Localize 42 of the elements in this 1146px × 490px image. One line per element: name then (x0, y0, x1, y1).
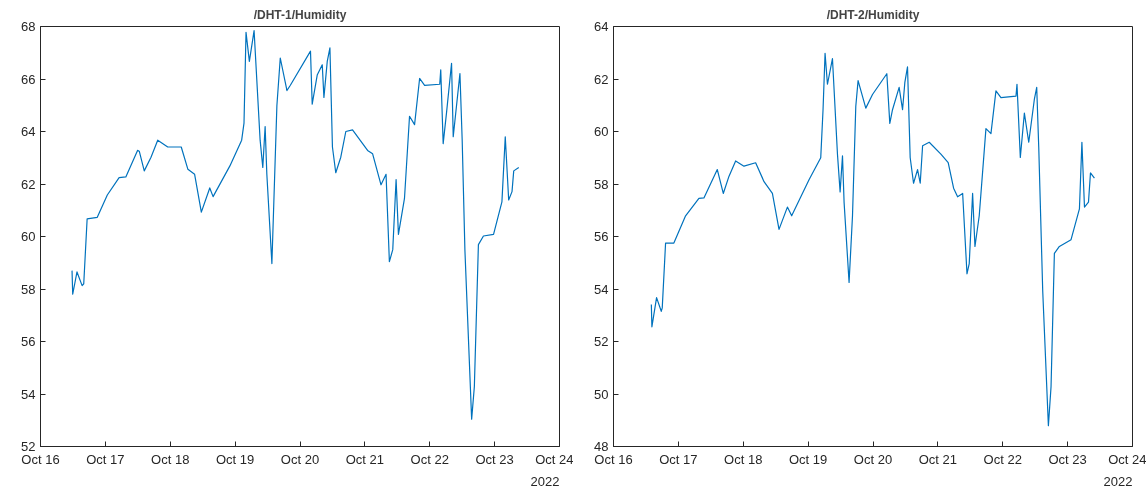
x-tick-label: Oct 24 (1108, 451, 1146, 467)
x-tick-label: Oct 20 (853, 451, 893, 467)
y-tick-label: 50 (594, 386, 609, 402)
x-tick-label: Oct 23 (475, 451, 514, 467)
chart-title: /DHT-2/Humidity (826, 7, 920, 22)
y-tick-label: 54 (21, 386, 36, 402)
y-tick-label: 52 (21, 439, 36, 454)
x-tick-label: Oct 16 (594, 451, 633, 467)
text: 2022 (530, 473, 560, 489)
x-tick-label: Oct 18 (724, 451, 763, 467)
x-tick-label: Oct 22 (410, 451, 449, 467)
y-tick-label: 52 (594, 334, 609, 349)
chart-title: /DHT-1/Humidity (253, 7, 347, 22)
x-tick-label: Oct 23 (1048, 451, 1087, 467)
x-tick-label: Oct 19 (788, 451, 828, 467)
x-tick-label: Oct 21 (918, 451, 958, 467)
y-tick-label: 58 (594, 176, 609, 192)
y-tick-label: 64 (594, 19, 609, 34)
x-tick-label: Oct 18 (151, 451, 190, 467)
x-tick-label: Oct 17 (659, 451, 698, 467)
x-tick-label: Oct 24 (535, 451, 574, 467)
y-tick-label: 66 (21, 71, 36, 87)
y-tick-label: 62 (21, 176, 36, 192)
y-tick-label: 56 (594, 229, 609, 244)
y-tick-label: 68 (21, 19, 36, 34)
x-tick-label: Oct 16 (21, 451, 60, 467)
x-tick-label: Oct 21 (345, 451, 385, 467)
x-tick-label: Oct 17 (86, 451, 125, 467)
x-tick-label: Oct 22 (983, 451, 1022, 467)
y-tick-label: 60 (21, 229, 36, 244)
y-tick-label: 64 (21, 124, 36, 139)
y-tick-label: 48 (594, 439, 609, 454)
x-tick-label: Oct 19 (215, 451, 255, 467)
x-tick-label: Oct 20 (280, 451, 320, 467)
y-tick-label: 54 (594, 281, 609, 297)
line-series (650, 52, 1096, 427)
line-series (71, 30, 520, 420)
y-tick-label: 60 (594, 124, 609, 139)
y-tick-label: 56 (21, 334, 36, 349)
text: 2022 (1103, 473, 1133, 489)
y-tick-label: 62 (594, 71, 609, 87)
y-tick-label: 58 (21, 281, 36, 297)
